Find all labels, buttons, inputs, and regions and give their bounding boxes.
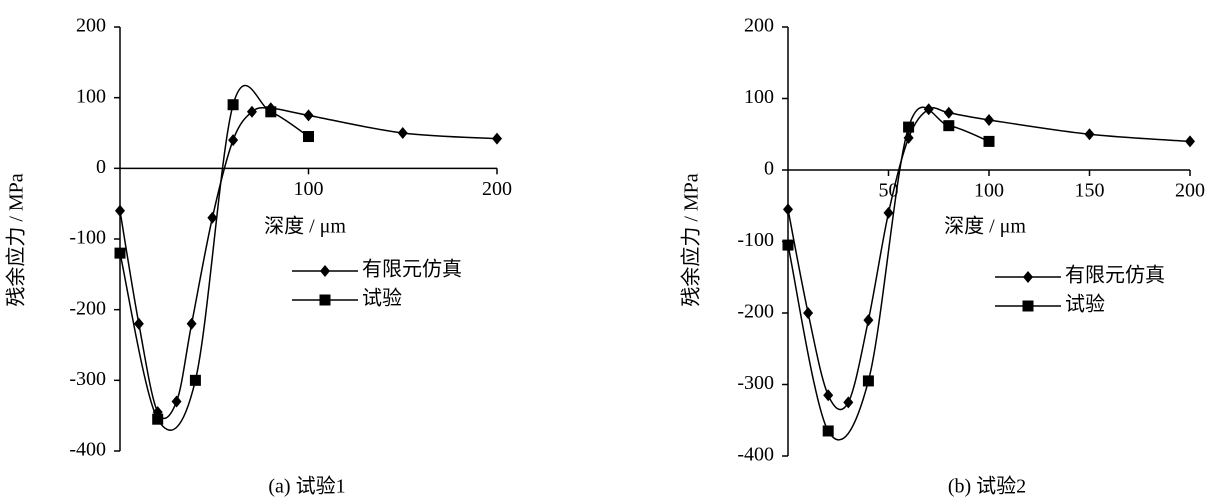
y-tick-label: -300 <box>69 368 106 390</box>
marker-diamond <box>171 395 182 408</box>
marker-square <box>227 99 239 111</box>
marker-diamond <box>207 211 218 224</box>
series-line <box>119 106 498 420</box>
y-tick-label: 200 <box>76 15 106 37</box>
series-line <box>787 106 990 441</box>
y-tick-label: -300 <box>737 372 774 394</box>
y-tick-label: -400 <box>69 439 106 461</box>
marker-diamond <box>823 389 834 402</box>
marker-diamond <box>984 113 994 126</box>
marker-diamond <box>133 317 144 330</box>
legend-marker <box>1023 271 1033 283</box>
x-tick-label: 50 <box>879 180 899 202</box>
legend-marker <box>319 294 331 306</box>
y-tick-label: 100 <box>76 85 106 107</box>
x-axis-label: 深度 / μm <box>264 215 346 238</box>
x-axis-label: 深度 / μm <box>944 215 1026 238</box>
legend-label: 试验 <box>362 287 402 310</box>
y-tick-label: 0 <box>96 156 106 178</box>
marker-diamond <box>863 314 874 327</box>
x-tick-label: 200 <box>482 178 512 200</box>
y-tick-label: 200 <box>744 15 774 37</box>
marker-diamond <box>492 132 502 145</box>
marker-square <box>265 106 277 118</box>
marker-square <box>303 131 314 143</box>
x-tick-label: 100 <box>974 180 1004 202</box>
marker-diamond <box>803 307 814 319</box>
x-tick-label: 150 <box>1075 180 1105 202</box>
legend-marker <box>1022 300 1034 312</box>
marker-diamond <box>943 106 954 119</box>
marker-diamond <box>1185 135 1195 148</box>
y-tick-label: -200 <box>737 301 774 323</box>
series-line <box>787 107 1191 411</box>
legend-label: 有限元仿真 <box>362 258 462 281</box>
marker-diamond <box>115 204 125 217</box>
marker-square <box>114 247 126 259</box>
legend-label: 试验 <box>1065 293 1105 316</box>
marker-diamond <box>883 206 894 219</box>
marker-square <box>903 121 915 133</box>
marker-diamond <box>186 317 197 330</box>
caption: (a) 试验1 <box>268 475 345 498</box>
marker-square <box>822 425 834 437</box>
marker-square <box>189 374 201 386</box>
y-axis-label: 残余应力 / MPa <box>680 173 703 306</box>
y-tick-label: -400 <box>737 444 774 466</box>
y-tick-label: -100 <box>737 229 774 251</box>
caption: (b) 试验2 <box>948 475 1026 498</box>
marker-diamond <box>1084 128 1095 141</box>
marker-diamond <box>843 396 854 409</box>
marker-diamond <box>228 134 239 147</box>
x-tick-label: 200 <box>1175 180 1205 202</box>
marker-square <box>983 135 995 147</box>
marker-diamond <box>783 203 793 216</box>
marker-square <box>943 120 955 132</box>
y-tick-label: 0 <box>764 158 774 180</box>
y-tick-label: -100 <box>69 227 106 249</box>
marker-square <box>782 239 794 251</box>
y-tick-label: 100 <box>744 86 774 108</box>
y-axis-label: 残余应力 / MPa <box>5 173 28 306</box>
marker-square <box>152 413 164 425</box>
marker-diamond <box>246 105 257 118</box>
marker-square <box>862 375 874 387</box>
x-tick-label: 100 <box>294 178 324 200</box>
legend-label: 有限元仿真 <box>1065 264 1165 287</box>
marker-diamond <box>397 127 408 139</box>
marker-diamond <box>303 109 314 122</box>
y-tick-label: -200 <box>69 297 106 319</box>
legend-marker <box>320 265 330 277</box>
